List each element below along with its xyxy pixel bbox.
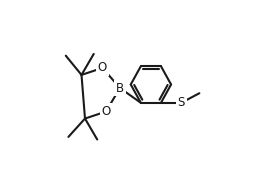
Text: O: O — [98, 61, 107, 74]
Text: O: O — [101, 105, 111, 118]
Text: B: B — [116, 81, 124, 95]
Text: S: S — [178, 96, 185, 109]
